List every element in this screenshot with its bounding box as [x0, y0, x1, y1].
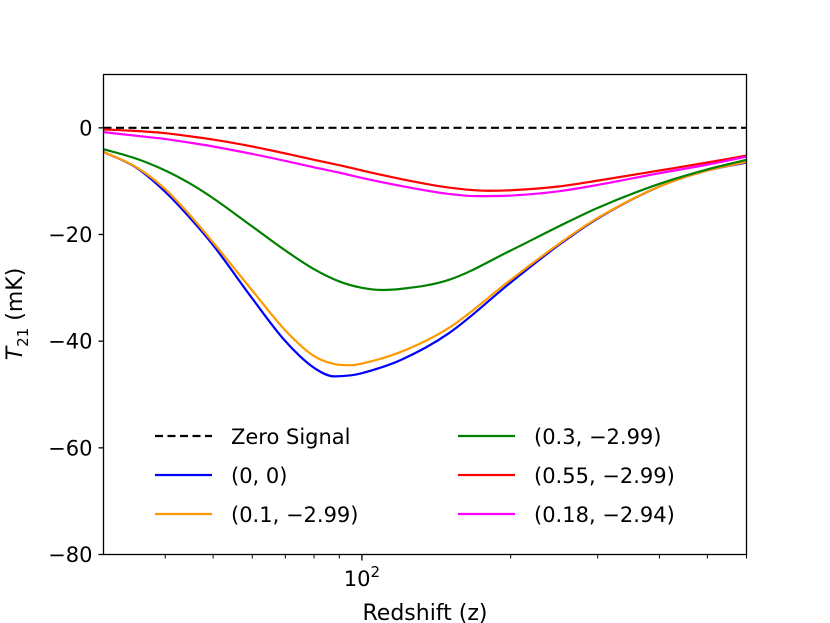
legend-label-0-18-2-94: (0.18, −2.94) [534, 503, 675, 527]
legend-label-0-0: (0, 0) [231, 464, 287, 488]
series-line-0-1-2-99 [103, 150, 747, 367]
legend-label-0-1-2-99: (0.1, −2.99) [231, 503, 359, 527]
legend-label-0-55-2-99: (0.55, −2.99) [534, 464, 675, 488]
x-tick-label: 102 [344, 563, 380, 591]
series-line-0-18-2-94 [103, 131, 747, 198]
legend-label-zero-signal: Zero Signal [231, 425, 351, 449]
y-tick-label: −40 [48, 330, 92, 354]
y-tick-label: −20 [48, 223, 92, 247]
series-line-0-55-2-99 [103, 128, 747, 192]
axis-labels: Redshift (z) T21 (mK) [3, 268, 488, 623]
y-axis-label-symbol: T [3, 345, 28, 360]
y-tick-label: −80 [48, 543, 92, 567]
series-layer [103, 126, 747, 378]
legend-label-0-3-2-99: (0.3, −2.99) [534, 425, 662, 449]
legend: Zero Signal (0, 0) (0.1, −2.99) (0.3, −2.99… [155, 425, 675, 527]
y-axis-label: T21 (mK) [3, 268, 32, 361]
y-axis-label-unit: (mK) [3, 268, 28, 328]
plot-frame [102, 73, 748, 556]
series-line-0-0 [103, 150, 747, 378]
series-line-0-3-2-99 [103, 148, 747, 292]
y-tick-label: −60 [48, 436, 92, 460]
y-tick-label: 0 [79, 116, 92, 140]
x-axis-label: Redshift (z) [362, 601, 487, 623]
ticks-layer: 0 −20 −40 −60 −80 102 [48, 116, 747, 591]
y-axis-label-subscript: 21 [14, 328, 32, 347]
